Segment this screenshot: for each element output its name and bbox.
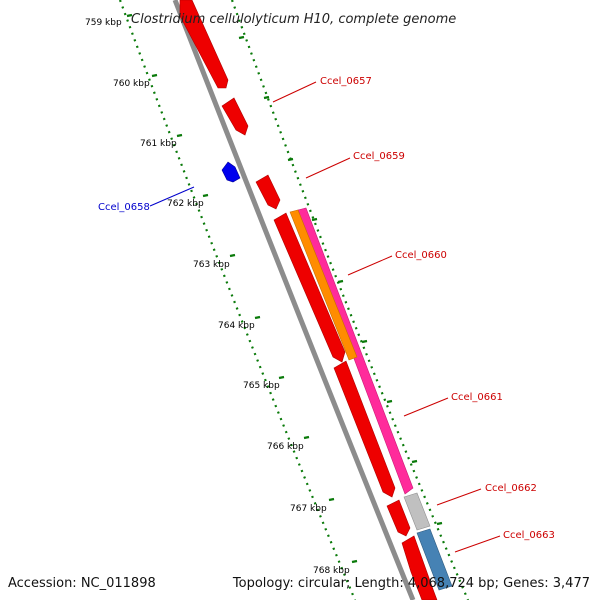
tick-label: 760 kbp [113,79,150,89]
leader-ccel-0662 [436,488,482,506]
gene-ccel-0658[interactable] [221,161,241,183]
tick-label: 761 kbp [140,139,177,149]
tick-mark [278,375,285,380]
tick-mark [238,35,245,40]
leader-ccel-0660 [347,255,393,276]
tick-mark [229,253,236,258]
tick-mark [176,133,183,138]
gene-labels: Ccel_0657 Ccel_0658 Ccel_0659 Ccel_0660 … [98,76,555,541]
misc-feature[interactable] [403,492,431,531]
gene-ccel-0657[interactable] [221,97,249,136]
genome-backbone [172,0,416,600]
other-feature[interactable] [416,528,453,591]
gene-ccel-0663-red[interactable] [401,535,438,600]
leader-ccel-0659 [305,157,351,179]
trna-feature[interactable] [289,209,358,361]
ruler-ticks [126,13,443,564]
tick-mark [202,193,209,198]
tick-mark [311,217,318,222]
genome-summary-text: Topology: circular; Length: 4,068,724 bp… [232,576,590,591]
tick-mark [361,339,368,344]
gene-ccel-0659[interactable] [255,174,281,210]
tick-mark [328,497,335,502]
gene-label-ccel-0663[interactable]: Ccel_0663 [503,530,555,541]
gene-label-ccel-0660[interactable]: Ccel_0660 [395,250,447,261]
tick-mark [263,95,270,100]
tick-mark [303,435,310,440]
tick-label: 764 kbp [218,321,255,331]
tick-mark [436,521,443,526]
tick-mark [337,279,344,284]
gene-label-ccel-0657[interactable]: Ccel_0657 [320,76,372,87]
tick-label: 765 kbp [243,381,280,391]
gene-ccel-0662-red[interactable] [386,499,411,537]
tick-label: 762 kbp [167,199,204,209]
accession-text: Accession: NC_011898 [8,576,156,591]
gene-label-ccel-0661[interactable]: Ccel_0661 [451,392,503,403]
leader-ccel-0661 [403,397,449,417]
tick-label: 766 kbp [267,442,304,452]
gene-ccel-0660-red[interactable] [273,212,346,363]
gene-label-ccel-0662[interactable]: Ccel_0662 [485,483,537,494]
tick-mark [287,157,294,162]
genes [179,0,453,600]
gene-leaders [149,81,501,553]
tick-label: 759 kbp [85,18,122,28]
gene-label-ccel-0658[interactable]: Ccel_0658 [98,202,150,213]
tick-label: 763 kbp [193,260,230,270]
rrna-feature[interactable] [297,207,414,495]
tick-label: 768 kbp [313,566,350,576]
gene-ccel-0661-red[interactable] [333,360,396,498]
leader-ccel-0663 [454,535,501,553]
ruler-labels: 759 kbp 760 kbp 761 kbp 762 kbp 763 kbp … [85,18,350,576]
tick-mark [151,73,158,78]
outer-ruler-line [230,0,470,600]
tick-mark [351,559,358,564]
tick-mark [254,315,261,320]
gene-label-ccel-0659[interactable]: Ccel_0659 [353,151,405,162]
map-title: Clostridium cellulolyticum H10, complete… [131,12,456,27]
tick-label: 767 kbp [290,504,327,514]
tick-mark [126,13,133,18]
leader-ccel-0657 [272,81,317,103]
leader-ccel-0658 [149,186,195,207]
tick-mark [411,459,418,464]
ruler-lines [118,0,470,600]
tick-mark [386,399,393,404]
gene-ccel-0656[interactable] [179,0,229,89]
